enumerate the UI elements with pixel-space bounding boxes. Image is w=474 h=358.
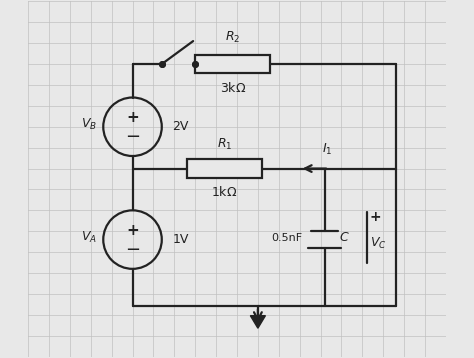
Text: $C$: $C$ bbox=[339, 231, 350, 244]
Text: +: + bbox=[126, 110, 139, 125]
Text: $V_C$: $V_C$ bbox=[370, 236, 386, 251]
Polygon shape bbox=[250, 316, 265, 328]
Text: 3k$\Omega$: 3k$\Omega$ bbox=[219, 81, 246, 95]
Text: $I_1$: $I_1$ bbox=[322, 142, 332, 157]
Text: +: + bbox=[370, 210, 382, 224]
Text: −: − bbox=[125, 241, 140, 258]
Bar bbox=[187, 159, 262, 178]
Text: $R_1$: $R_1$ bbox=[217, 136, 232, 152]
Text: 1k$\Omega$: 1k$\Omega$ bbox=[211, 185, 237, 199]
Text: $R_2$: $R_2$ bbox=[225, 30, 240, 45]
Text: 0.5nF: 0.5nF bbox=[272, 232, 303, 242]
Text: $V_A$: $V_A$ bbox=[81, 230, 97, 245]
Text: −: − bbox=[125, 128, 140, 146]
Text: 1V: 1V bbox=[172, 233, 189, 246]
Text: 2V: 2V bbox=[172, 120, 189, 133]
Text: +: + bbox=[126, 223, 139, 238]
Bar bbox=[195, 55, 271, 73]
Text: $V_B$: $V_B$ bbox=[81, 117, 97, 132]
